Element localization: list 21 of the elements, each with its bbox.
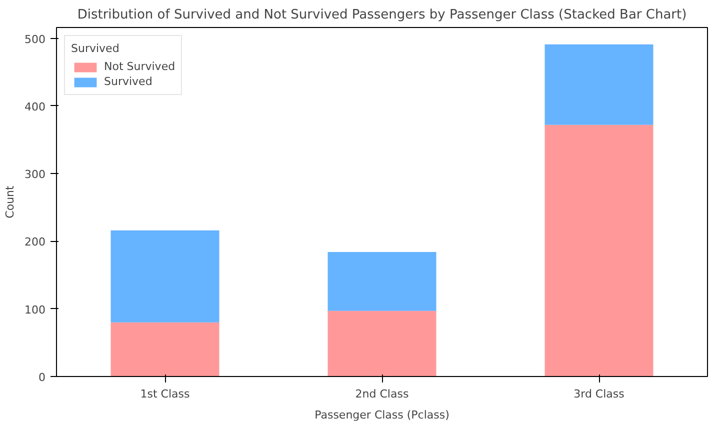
y-tick-label: 100 (24, 303, 46, 316)
y-tick-label: 300 (24, 168, 46, 182)
bar (328, 252, 436, 311)
legend-title: Survived (71, 42, 120, 55)
y-tick-label: 400 (24, 100, 46, 114)
y-tick-label: 200 (24, 236, 46, 249)
bar (110, 230, 220, 322)
x-tick-label: 3rd Class (574, 388, 625, 400)
y-tick-label: 0 (38, 371, 46, 384)
legend-label: Survived (104, 75, 152, 88)
y-tick-label: 500 (24, 32, 46, 46)
bar (544, 44, 654, 125)
x-tick-label: 1st Class (140, 388, 190, 400)
chart-title: Distribution of Survived and Not Survived Passengers by Passenger Class (Stacked Bar Chart) (77, 8, 687, 22)
bar (110, 322, 220, 376)
bar (328, 310, 436, 376)
y-axis-title: Count (4, 184, 17, 218)
bar (544, 124, 654, 376)
x-axis-title: Passenger Class (Pclass) (314, 408, 450, 422)
x-tick-label: 2nd Class (355, 388, 409, 400)
legend-label: Not Survived (104, 60, 176, 73)
